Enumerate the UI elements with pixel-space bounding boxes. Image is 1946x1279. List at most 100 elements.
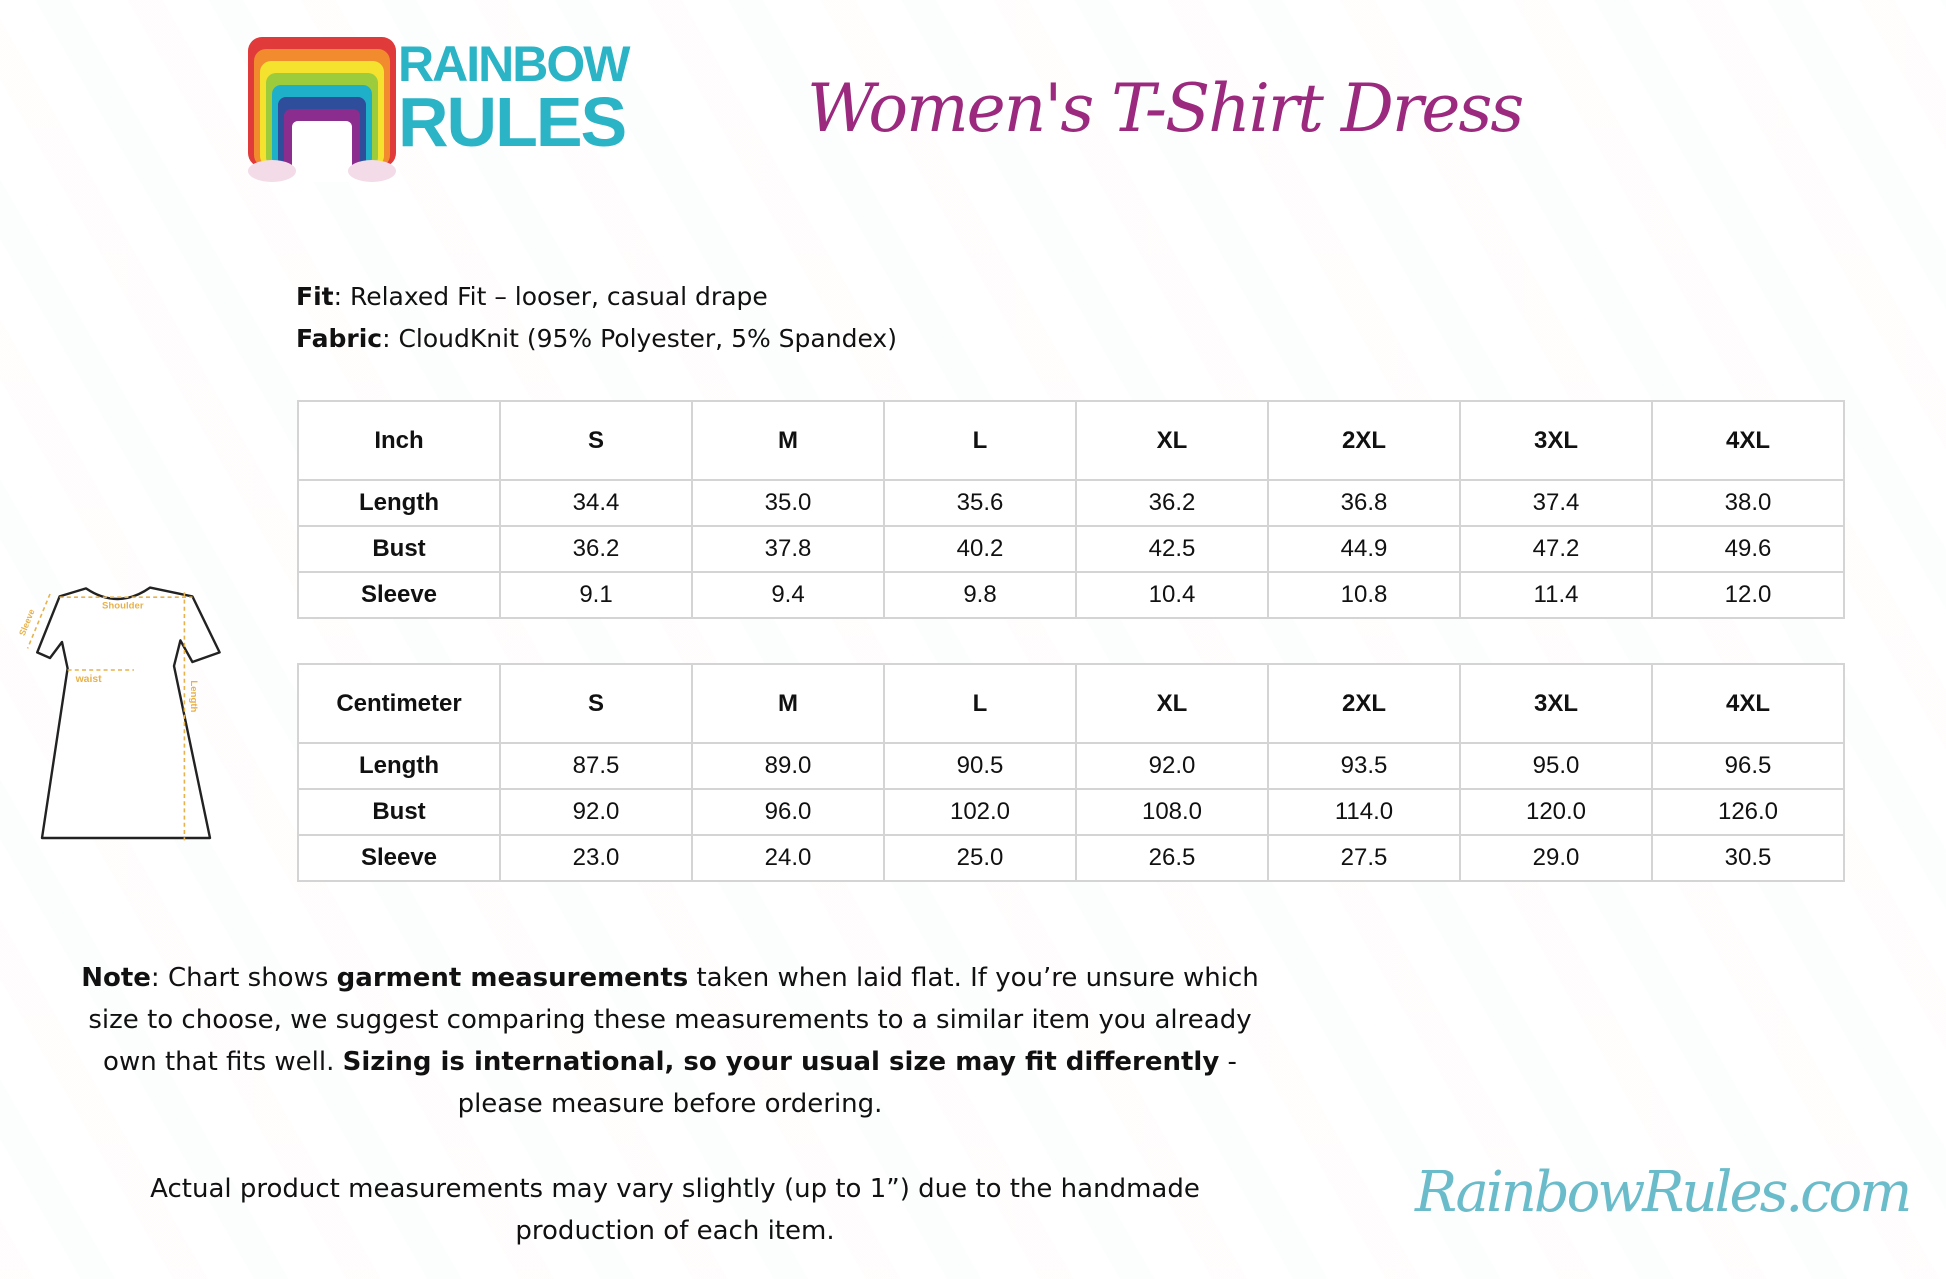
table-row: Bust 92.0 96.0 102.0 108.0 114.0 120.0 126.0 [297,788,1845,836]
row-label: Length [297,742,501,790]
measurement-cell: 114.0 [1267,788,1461,836]
measurement-cell: 36.8 [1267,479,1461,527]
table-row: Sleeve 9.1 9.4 9.8 10.4 10.8 11.4 12.0 [297,571,1845,619]
row-label: Bust [297,788,501,836]
measurement-cell: 96.0 [691,788,885,836]
measurement-cell: 11.4 [1459,571,1653,619]
table-row: Sleeve 23.0 24.0 25.0 26.5 27.5 29.0 30.5 [297,834,1845,882]
measurement-cell: 10.4 [1075,571,1269,619]
size-header: XL [1075,400,1269,481]
measurement-cell: 44.9 [1267,525,1461,573]
note-text: taken when laid flat. If you’re unsure w… [88,963,1259,1077]
size-header: S [499,400,693,481]
dress-outline [36,586,221,840]
measurement-cell: 25.0 [883,834,1077,882]
measurement-cell: 26.5 [1075,834,1269,882]
row-label: Bust [297,525,501,573]
size-header: 2XL [1267,663,1461,744]
measurement-cell: 24.0 [691,834,885,882]
note-bold-text: Sizing is international, so your usual s… [342,1047,1220,1077]
table-row: Length 87.5 89.0 90.5 92.0 93.5 95.0 96.5 [297,742,1845,790]
measurement-cell: 9.4 [691,571,885,619]
measurement-cell: 12.0 [1651,571,1845,619]
measurement-cell: 49.6 [1651,525,1845,573]
logo-text-rainbow: RAINBOW [398,36,630,92]
measurement-cell: 96.5 [1651,742,1845,790]
shoulder-label: Shoulder [102,600,144,611]
size-header: M [691,663,885,744]
fabric-label: Fabric [296,324,383,353]
measurement-cell: 47.2 [1459,525,1653,573]
rainbow-rules-logo: RAINBOW RULES [248,37,630,182]
measurement-cell: 36.2 [1075,479,1269,527]
table-header-row: Inch S M L XL 2XL 3XL 4XL [297,400,1845,481]
measurement-cell: 9.8 [883,571,1077,619]
fit-spec: Fit: Relaxed Fit – looser, casual drape [296,282,1096,311]
measurement-cell: 10.8 [1267,571,1461,619]
measurement-cell: 35.6 [883,479,1077,527]
page-title: Women's T-Shirt Dress [807,70,1524,147]
note-bold-text: garment measurements [336,963,689,993]
note-paragraph: Note: Chart shows garment measurements t… [70,957,1270,1125]
fit-value: : Relaxed Fit – looser, casual drape [333,282,768,311]
table-row: Length 34.4 35.0 35.6 36.2 36.8 37.4 38.0 [297,479,1845,527]
measurement-cell: 90.5 [883,742,1077,790]
measurement-cell: 23.0 [499,834,693,882]
website-logo: RainbowRules.com [1415,1160,1912,1225]
fit-label: Fit [296,282,334,311]
measurement-cell: 35.0 [691,479,885,527]
table-header-row: Centimeter S M L XL 2XL 3XL 4XL [297,663,1845,744]
measurement-cell: 87.5 [499,742,693,790]
size-header: L [883,400,1077,481]
size-header: XL [1075,663,1269,744]
measurement-cell: 93.5 [1267,742,1461,790]
unit-header: Inch [297,400,501,481]
size-header: S [499,663,693,744]
dress-measurement-diagram: Shoulder waist Sleeve Length [17,586,221,841]
measurement-cell: 40.2 [883,525,1077,573]
measurement-cell: 9.1 [499,571,693,619]
fabric-value: : CloudKnit (95% Polyester, 5% Spandex) [382,324,897,353]
size-header: 3XL [1459,400,1653,481]
row-label: Sleeve [297,834,501,882]
disclaimer-paragraph: Actual product measurements may vary sli… [150,1174,1200,1246]
table-row: Bust 36.2 37.8 40.2 42.5 44.9 47.2 49.6 [297,525,1845,573]
size-header: 3XL [1459,663,1653,744]
measurement-cell: 120.0 [1459,788,1653,836]
waist-label: waist [75,674,103,685]
centimeter-size-table: Centimeter S M L XL 2XL 3XL 4XL Length 87.5 89.0 90… [297,663,1845,882]
measurement-cell: 108.0 [1075,788,1269,836]
unit-header: Centimeter [297,663,501,744]
measurement-cell: 37.4 [1459,479,1653,527]
size-header: 2XL [1267,400,1461,481]
row-label: Sleeve [297,571,501,619]
measurement-cell: 37.8 [691,525,885,573]
measurement-cell: 34.4 [499,479,693,527]
size-header: L [883,663,1077,744]
note-text: - please measure before ordering. [457,1047,1237,1119]
measurement-cell: 38.0 [1651,479,1845,527]
inch-size-table: Inch S M L XL 2XL 3XL 4XL Length 34.4 35.0 35.6 36.2… [297,400,1845,619]
size-header: 4XL [1651,663,1845,744]
size-header: 4XL [1651,400,1845,481]
measurement-cell: 126.0 [1651,788,1845,836]
logo-text-rules: RULES [398,82,627,161]
measurement-cell: 89.0 [691,742,885,790]
measurement-cell: 27.5 [1267,834,1461,882]
measurement-cell: 42.5 [1075,525,1269,573]
sleeve-label: Sleeve [17,607,37,637]
note-text: : Chart shows [150,963,337,993]
size-header: M [691,400,885,481]
length-label: Length [188,680,199,712]
note-label: Note [81,963,151,993]
measurement-cell: 36.2 [499,525,693,573]
measurement-cell: 30.5 [1651,834,1845,882]
fabric-spec: Fabric: CloudKnit (95% Polyester, 5% Spa… [296,324,1096,353]
rainbow-icon [248,37,396,182]
row-label: Length [297,479,501,527]
measurement-cell: 92.0 [1075,742,1269,790]
measurement-cell: 95.0 [1459,742,1653,790]
measurement-cell: 29.0 [1459,834,1653,882]
measurement-cell: 102.0 [883,788,1077,836]
